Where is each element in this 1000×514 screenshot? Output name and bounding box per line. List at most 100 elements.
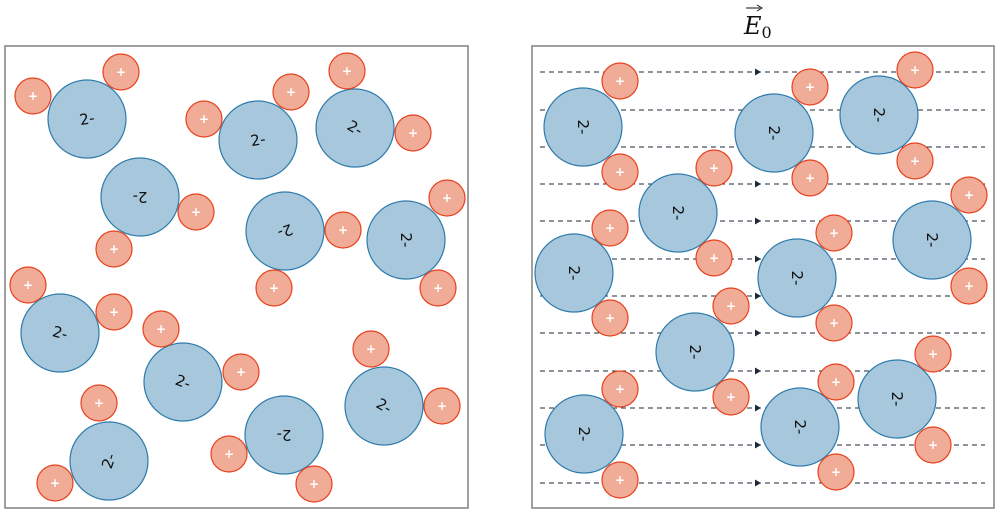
cation-label: + <box>309 477 319 491</box>
left-panel-particles: 2- 2- 2- 2- 2- 2- 2- 2- 2- 2- 2- + + + + + + + + + + + + + + + + + +… <box>9 52 466 503</box>
cation: + <box>601 370 639 408</box>
cation: + <box>419 269 457 307</box>
anion-circle <box>218 100 298 180</box>
cation: + <box>817 363 855 401</box>
cation-label: + <box>342 64 352 78</box>
cation-label: + <box>236 365 246 379</box>
anion-circle <box>544 394 624 474</box>
cation-circle <box>815 214 853 252</box>
cation-label: + <box>615 165 625 179</box>
anion-label: 2- <box>275 220 295 242</box>
anion: 2- <box>892 200 972 280</box>
cation: + <box>352 330 390 368</box>
anion-label: 2- <box>870 108 888 123</box>
anion-label: 2- <box>686 345 704 360</box>
cation-circle <box>177 193 215 231</box>
cation-circle <box>817 363 855 401</box>
anion-circle <box>344 366 424 446</box>
cation-label: + <box>605 311 615 325</box>
anion-label: 2- <box>923 233 941 248</box>
anion: 2- <box>244 395 324 475</box>
cation-label: + <box>199 112 209 126</box>
cation-circle <box>14 77 52 115</box>
cation-circle <box>601 62 639 100</box>
cation: + <box>815 214 853 252</box>
cation: + <box>102 53 140 91</box>
field-arrow-icon <box>755 367 761 375</box>
anion-label: 2- <box>277 426 292 444</box>
cation: + <box>255 269 293 307</box>
anion-circle <box>760 387 840 467</box>
anion-circle <box>69 421 149 501</box>
cation-label: + <box>831 375 841 389</box>
anion: 2- <box>638 173 718 253</box>
cation-circle <box>791 68 829 106</box>
anion-circle <box>734 93 814 173</box>
cation: + <box>591 209 629 247</box>
field-subscript: 0 <box>762 23 772 42</box>
anion-label: 2- <box>397 233 415 248</box>
field-arrow-icon <box>755 404 761 412</box>
anion-circle <box>47 79 127 159</box>
anion-circle <box>892 200 972 280</box>
cation-label: + <box>286 85 296 99</box>
cation-circle <box>817 453 855 491</box>
cation-circle <box>222 353 260 391</box>
cation-label: + <box>829 316 839 330</box>
cation-label: + <box>269 281 279 295</box>
svg-text:E0: E0 <box>743 12 772 42</box>
cation-circle <box>601 153 639 191</box>
cation-circle <box>815 304 853 342</box>
cation-circle <box>712 378 750 416</box>
cation-circle <box>95 293 133 331</box>
cation-label: + <box>605 221 615 235</box>
anion: 2- <box>69 421 149 501</box>
anion-circle <box>244 395 324 475</box>
field-arrow-icon <box>755 329 761 337</box>
cation: + <box>815 304 853 342</box>
anion-circle <box>655 312 735 392</box>
anion-circle <box>534 233 614 313</box>
cation-label: + <box>910 154 920 168</box>
anion-circle <box>543 87 623 167</box>
cation-label: + <box>829 226 839 240</box>
anion: 2- <box>143 342 223 422</box>
cation: + <box>95 230 133 268</box>
cation: + <box>601 461 639 499</box>
cation-circle <box>791 159 829 197</box>
cation-label: + <box>709 161 719 175</box>
cation-circle <box>914 335 952 373</box>
cation: + <box>601 62 639 100</box>
anion-label: 2- <box>173 371 193 393</box>
field-arrow-icon <box>755 68 761 76</box>
cation: + <box>95 293 133 331</box>
cation: + <box>817 453 855 491</box>
cation-label: + <box>442 191 452 205</box>
cation-circle <box>950 176 988 214</box>
anion: 2- <box>218 100 298 180</box>
anion-label: 2- <box>50 322 69 343</box>
cation: + <box>712 378 750 416</box>
cation-circle <box>914 426 952 464</box>
cation-circle <box>36 464 74 502</box>
cation: + <box>428 179 466 217</box>
anion-label: 2- <box>574 120 592 135</box>
field-arrow-icon <box>755 217 761 225</box>
cation-circle <box>328 52 366 90</box>
cation-label: + <box>408 126 418 140</box>
cation-circle <box>950 267 988 305</box>
anion-label: 2- <box>565 266 583 281</box>
cation-circle <box>9 266 47 304</box>
anion: 2- <box>315 88 395 168</box>
cation-circle <box>601 461 639 499</box>
anion: 2- <box>857 359 937 439</box>
cation: + <box>295 465 333 503</box>
cation-label: + <box>709 251 719 265</box>
anion-label: 2- <box>788 271 806 286</box>
anion: 2- <box>543 87 623 167</box>
cation-circle <box>394 114 432 152</box>
cation: + <box>423 387 461 425</box>
cation: + <box>328 52 366 90</box>
anion-circle <box>143 342 223 422</box>
